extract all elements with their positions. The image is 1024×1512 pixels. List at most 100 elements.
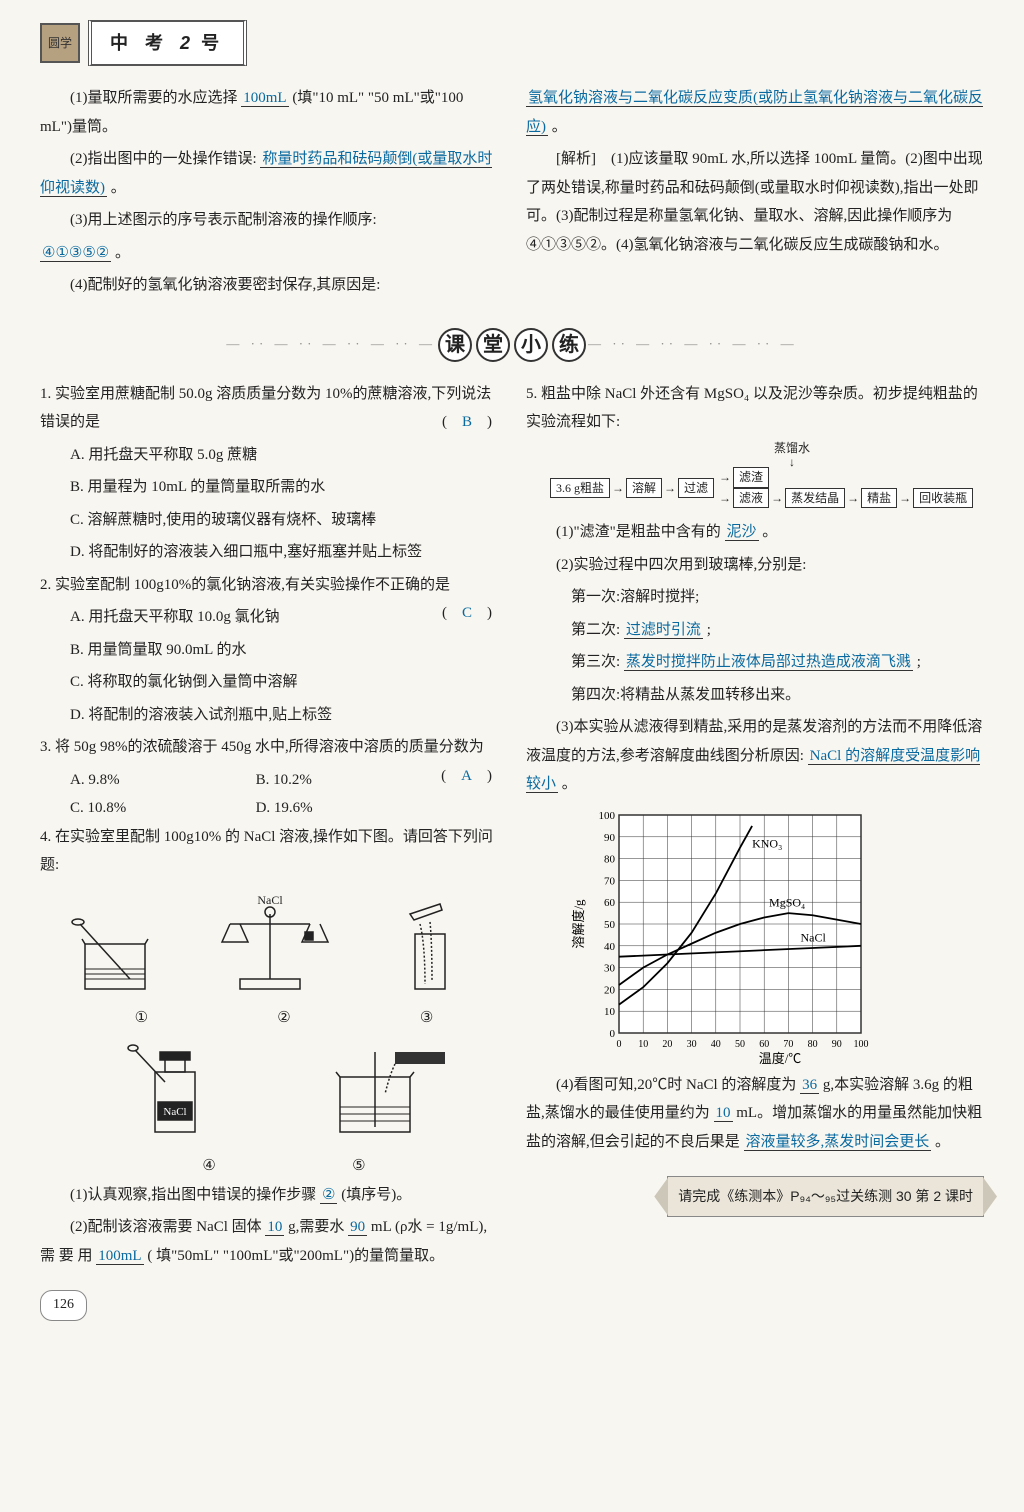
section-divider: — ·· — ·· — ·· — ·· — 课 堂 小 练 — ·· — ·· … [40,328,984,362]
q2-stem: (2)指出图中的一处操作错误: [70,151,257,167]
svg-text:30: 30 [604,962,616,974]
q5-s4: (4)看图可知,20℃时 NaCl 的溶解度为 36 g,本实验溶解 3.6g … [526,1071,984,1157]
fig-label-2: ② [277,1004,290,1033]
divider-left-deco: — ·· — ·· — ·· — ·· — [40,332,436,357]
q2-optA: A. 用托盘天平称取 10.0g 氯化钠 [70,603,498,632]
svg-text:温度/℃: 温度/℃ [759,1051,802,1065]
q4-line: (4)配制好的氢氧化钠溶液要密封保存,其原因是: [40,271,498,300]
q2-tail: 。 [111,180,126,196]
svg-text:50: 50 [735,1039,745,1050]
q2-paren: ( C ) [442,599,492,628]
q3-ans-line: ④①③⑤② 。 [40,239,498,268]
section-char-3: 小 [514,328,548,362]
svg-text:NaCl: NaCl [163,1106,186,1118]
q1-optA: A. 用托盘天平称取 5.0g 蔗糖 [70,441,498,470]
chart-svg: 0102030405060708090100010203040506070809… [571,805,871,1065]
svg-text:50: 50 [604,919,616,931]
q4-ans-line: 氢氧化钠溶液与二氧化碳反应变质(或防止氢氧化钠溶液与二氧化碳反应) 。 [526,84,984,141]
svg-text:60: 60 [759,1039,769,1050]
q5-s4d: 。 [935,1134,950,1150]
svg-text:100: 100 [854,1039,869,1050]
q1: 1. 实验室用蔗糖配制 50.0g 溶质质量分数为 10%的蔗糖溶液,下列说法错… [40,380,498,437]
arrow-icon: → [769,491,785,505]
arrow-icon: → [897,491,913,505]
svg-text:70: 70 [604,875,616,887]
q3-stem: 将 50g 98%的浓硫酸溶于 450g 水中,所得溶液中溶质的质量分数为 [55,739,484,755]
svg-text:90: 90 [832,1039,842,1050]
q4-figure: NaCl ① ② ③ [70,884,498,1181]
q2-optB: B. 用量筒量取 90.0mL 的水 [70,636,498,665]
arrow-icon: → [610,481,626,495]
svg-text:90: 90 [604,832,616,844]
q5: 5. 粗盐中除 NaCl 外还含有 MgSO₄ 以及泥沙等杂质。初步提纯粗盐的实… [526,380,984,437]
q1-number: 1. [40,386,55,402]
q2: 2. 实验室配制 100g10%的氯化钠溶液,有关实验操作不正确的是 ( C ) [40,571,498,600]
q4-sub2-ans1: 10 [265,1219,284,1236]
q3-line: (3)用上述图示的序号表示配制溶液的操作顺序: [40,206,498,235]
title-prefix: 中 考 [110,33,169,53]
svg-text:30: 30 [687,1039,697,1050]
svg-text:MgSO₄: MgSO₄ [769,895,805,909]
svg-text:100: 100 [599,810,616,822]
svg-text:20: 20 [662,1039,672,1050]
q5-s2-3a: 第三次: [571,654,620,670]
svg-text:80: 80 [808,1039,818,1050]
q5-s2-2-answer: 过滤时引流 [624,622,703,639]
q5-s2-2b: ; [707,622,711,638]
q4-sub2a: (2)配制该溶液需要 NaCl 固体 [70,1219,262,1235]
q4: 4. 在实验室里配制 100g10% 的 NaCl 溶液,操作如下图。请回答下列… [40,823,498,880]
q5-s4a: (4)看图可知,20℃时 NaCl 的溶解度为 [556,1077,796,1093]
q3-number: 3. [40,739,55,755]
q5-stem: 粗盐中除 NaCl 外还含有 MgSO₄ 以及泥沙等杂质。初步提纯粗盐的实验流程… [526,386,978,431]
q4-sub2: (2)配制该溶液需要 NaCl 固体 10 g,需要水 90 mL (ρ水 = … [40,1213,498,1270]
flow-top-label: 蒸馏水 [774,441,810,455]
q4-sub1-text: (1)认真观察,指出图中错误的操作步骤 [70,1187,316,1203]
q1-optD: D. 将配制好的溶液装入细口瓶中,塞好瓶塞并贴上标签 [70,538,498,567]
fig-label-4: ④ [202,1152,215,1181]
q1-answer: 100mL [241,90,288,107]
q2-line: (2)指出图中的一处操作错误: 称量时药品和砝码颠倒(或量取水时仰视读数) 。 [40,145,498,202]
q5-flowchart: 蒸馏水↓ 3.6 g粗盐→溶解→过滤 →滤渣 →滤液→蒸发结晶→精盐→回收装瓶 [550,441,984,509]
q5-s2-3: 第三次: 蒸发时搅拌防止液体局部过热造成液滴飞溅 ; [526,648,984,677]
q4-number: 4. [40,829,55,845]
main-left-col: 1. 实验室用蔗糖配制 50.0g 溶质质量分数为 10%的蔗糖溶液,下列说法错… [40,380,498,1275]
q1-optB: B. 用量程为 10mL 的量筒量取所需的水 [70,473,498,502]
arrow-icon: → [662,481,678,495]
q4-answer: 氢氧化钠溶液与二氧化碳反应变质(或防止氢氧化钠溶液与二氧化碳反应) [526,90,983,136]
q3-stem: (3)用上述图示的序号表示配制溶液的操作顺序: [70,212,377,228]
analysis-label: [解析] [556,151,596,167]
q5-s2-4: 第四次:将精盐从蒸发皿转移出来。 [526,681,984,710]
svg-text:60: 60 [604,897,616,909]
q2-optD: D. 将配制的溶液装入试剂瓶中,贴上标签 [70,701,498,730]
apparatus-svg-row1: NaCl [70,884,490,1004]
q5-s1-answer: 泥沙 [725,524,759,541]
svg-text:0: 0 [610,1028,616,1040]
q5-s2-3b: ; [917,654,921,670]
q3-optA: A. 9.8% [70,766,256,795]
q2-answer: C [462,605,472,621]
q4-stem: 在实验室里配制 100g10% 的 NaCl 溶液,操作如下图。请回答下列问题: [40,829,493,874]
flow-b7: 精盐 [861,488,897,508]
q5-s2: (2)实验过程中四次用到玻璃棒,分别是: [526,551,984,580]
q2-stem: 实验室配制 100g10%的氯化钠溶液,有关实验操作不正确的是 [55,577,450,593]
fig-label-1: ① [135,1004,148,1033]
svg-text:NaCl: NaCl [801,930,827,944]
page-header: 圆学 中 考 2 号 [40,20,984,66]
arrow-icon: → [845,491,861,505]
flow-b8: 回收装瓶 [913,488,973,508]
apparatus-svg-row2: NaCl [70,1032,490,1152]
q5-s3: (3)本实验从滤液得到精盐,采用的是蒸发溶剂的方法而不用降低溶液温度的方法,参考… [526,713,984,799]
q5-s3b: 。 [562,776,577,792]
q1-options: A. 用托盘天平称取 5.0g 蔗糖 B. 用量程为 10mL 的量筒量取所需的… [40,441,498,567]
top-left-col: (1)量取所需要的水应选择 100mL (填"10 mL" "50 mL"或"1… [40,84,498,304]
section-char-1: 课 [438,328,472,362]
flow-b6: 蒸发结晶 [785,488,845,508]
svg-text:20: 20 [604,984,616,996]
q4-sub2d: ( 填"50mL" "100mL"或"200mL")的量筒量取。 [147,1248,444,1264]
q3-optB: B. 10.2% [256,766,442,795]
svg-text:40: 40 [604,941,616,953]
top-block: (1)量取所需要的水应选择 100mL (填"10 mL" "50 mL"或"1… [40,84,984,304]
fig-label-3: ③ [420,1004,433,1033]
q2-number: 2. [40,577,55,593]
main-right-col: 5. 粗盐中除 NaCl 外还含有 MgSO₄ 以及泥沙等杂质。初步提纯粗盐的实… [526,380,984,1275]
